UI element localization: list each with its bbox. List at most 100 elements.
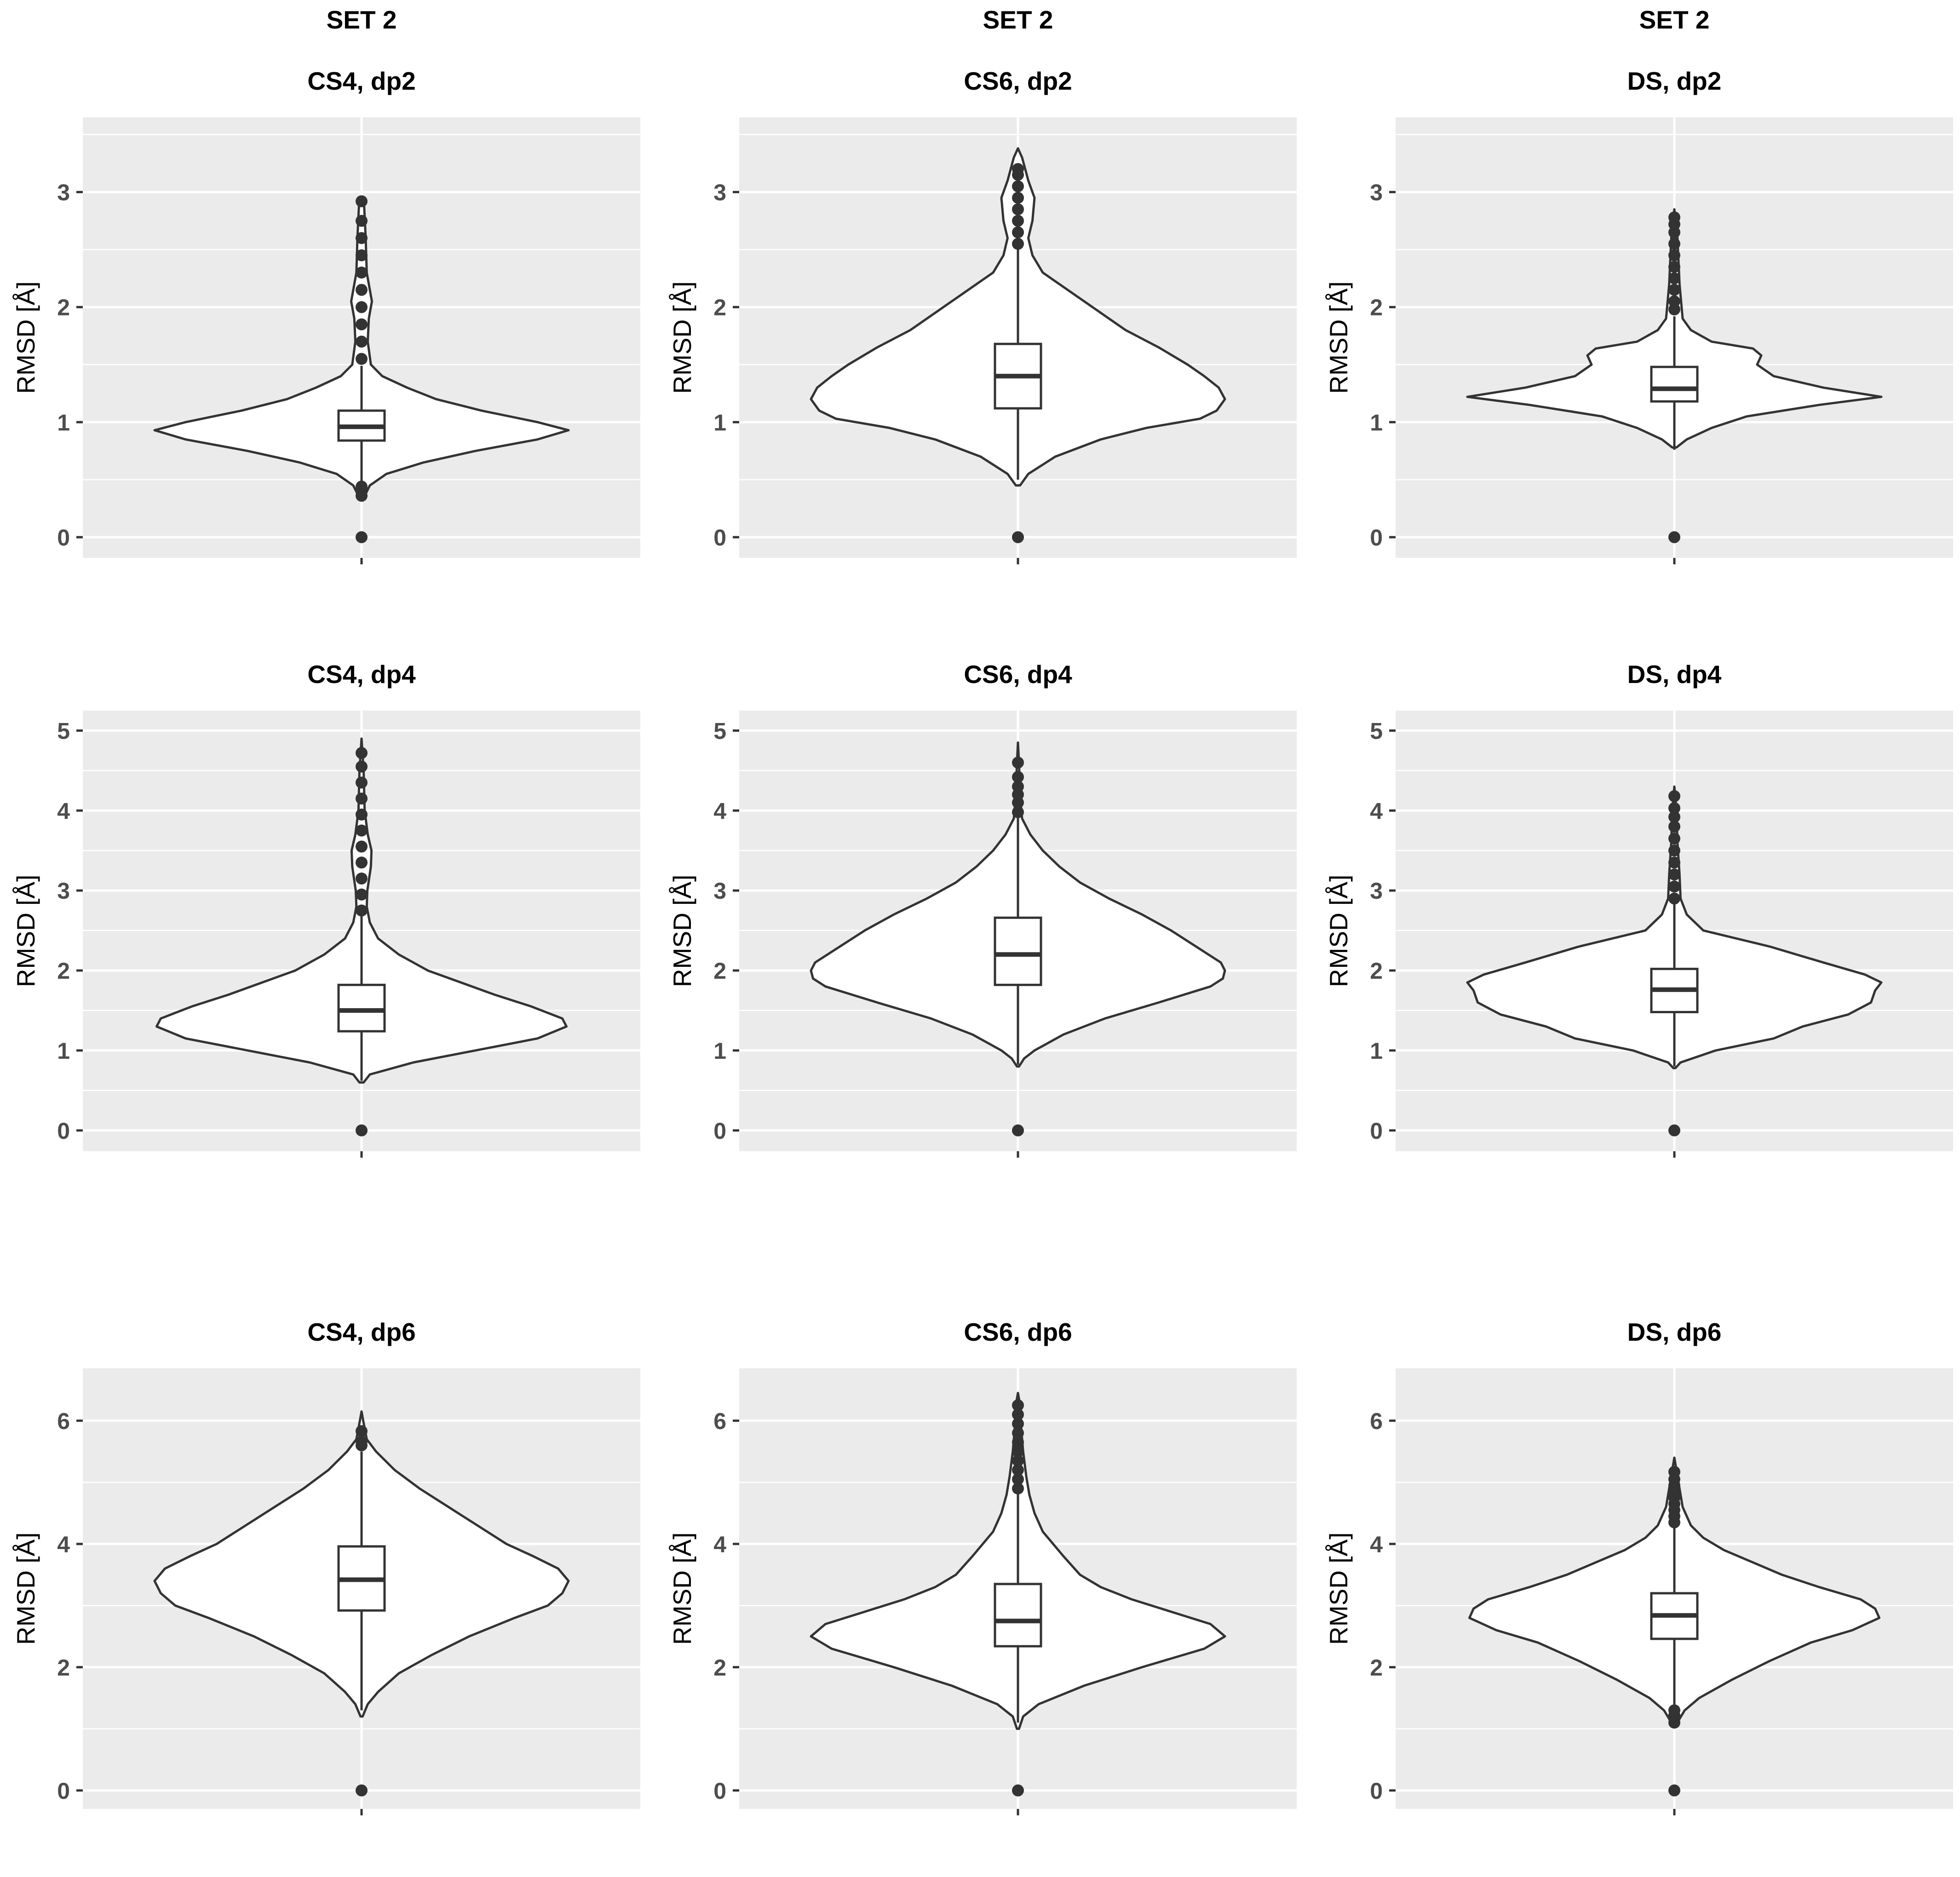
panel-title: DS, dp6	[1627, 1318, 1722, 1346]
outlier-point	[356, 809, 368, 821]
y-tick-label: 1	[1370, 410, 1383, 436]
y-tick-label: 4	[713, 798, 726, 824]
y-tick-label: 2	[713, 295, 726, 321]
outlier-point	[1668, 531, 1680, 543]
y-tick-label: 2	[1370, 1655, 1383, 1681]
y-tick-label: 4	[57, 1532, 70, 1557]
outlier-point	[356, 1124, 368, 1137]
y-tick-label: 0	[57, 1118, 70, 1144]
outlier-point	[356, 1784, 368, 1797]
outlier-point	[1012, 771, 1024, 783]
panel-title: CS4, dp2	[307, 67, 415, 95]
outlier-point	[356, 480, 368, 493]
y-tick-label: 0	[1370, 1778, 1383, 1804]
y-axis-label: RMSD [Å]	[11, 875, 40, 987]
panel-title: CS4, dp4	[307, 660, 416, 689]
violin-panel: 0 1 2 3 RMSD [Å] DS, dp2	[1324, 67, 1953, 564]
outlier-point	[1668, 284, 1680, 296]
iqr-box	[994, 1583, 1042, 1647]
y-tick-label: 0	[713, 1778, 726, 1804]
outlier-point	[356, 888, 368, 901]
outlier-point	[1012, 1399, 1024, 1412]
outlier-point	[356, 747, 368, 759]
y-tick-label: 6	[713, 1408, 726, 1434]
outlier-point	[1668, 790, 1680, 803]
outlier-point	[356, 904, 368, 917]
outlier-point	[1012, 1464, 1024, 1476]
outlier-point	[1668, 1124, 1680, 1137]
outlier-point	[356, 335, 368, 348]
y-tick-label: 6	[57, 1408, 70, 1434]
outlier-point	[1012, 757, 1024, 769]
column-header-2: SET 2	[983, 6, 1053, 34]
y-axis-label: RMSD [Å]	[11, 281, 40, 394]
y-tick-label: 4	[1370, 1532, 1383, 1557]
outlier-point	[1012, 806, 1024, 818]
panel-title: DS, dp2	[1627, 67, 1722, 95]
outlier-point	[1668, 856, 1680, 869]
panel-title: CS4, dp6	[307, 1318, 415, 1346]
y-tick-label: 2	[1370, 295, 1383, 321]
outlier-point	[356, 1425, 368, 1437]
outlier-point	[356, 856, 368, 869]
outlier-point	[1668, 821, 1680, 833]
outlier-point	[1668, 261, 1680, 273]
outlier-point	[1668, 1704, 1680, 1716]
outlier-point	[356, 531, 368, 543]
y-tick-label: 0	[1370, 1118, 1383, 1144]
y-axis-label: RMSD [Å]	[668, 1533, 696, 1645]
violin-panel: 0 1 2 3 RMSD [Å] CS6, dp2	[668, 67, 1297, 564]
outlier-point	[356, 195, 368, 207]
outlier-point	[1668, 1784, 1680, 1797]
y-tick-label: 5	[713, 718, 726, 744]
outlier-point	[356, 301, 368, 313]
column-header-1: SET 2	[327, 6, 397, 34]
outlier-point	[1012, 1784, 1024, 1797]
outlier-point	[1668, 295, 1680, 308]
y-tick-label: 4	[57, 798, 70, 824]
column-headers: SET 2 SET 2 SET 2	[327, 6, 1710, 34]
outlier-point	[1012, 1436, 1024, 1448]
y-tick-label: 1	[1370, 1038, 1383, 1064]
outlier-point	[356, 792, 368, 805]
y-tick-label: 1	[57, 410, 70, 436]
y-axis-label: RMSD [Å]	[11, 1533, 40, 1645]
column-header-3: SET 2	[1639, 6, 1710, 34]
outlier-point	[1668, 211, 1680, 224]
iqr-box	[1650, 366, 1699, 403]
outlier-point	[1012, 1454, 1024, 1467]
outlier-point	[356, 872, 368, 885]
outlier-point	[1012, 1418, 1024, 1430]
y-tick-label: 4	[1370, 798, 1383, 824]
y-axis-label: RMSD [Å]	[668, 875, 696, 987]
outlier-point	[356, 824, 368, 837]
y-tick-label: 0	[713, 1118, 726, 1144]
y-tick-label: 0	[1370, 525, 1383, 551]
violin-panel: 0 1 2 3 4 5 RMSD [Å] CS4, dp4	[11, 660, 640, 1158]
y-tick-label: 0	[57, 525, 70, 551]
y-tick-label: 2	[1370, 958, 1383, 984]
violin-panel: 0 1 2 3 4 5 RMSD [Å] CS6, dp4	[668, 660, 1297, 1158]
outlier-point	[1668, 832, 1680, 845]
y-axis-label: RMSD [Å]	[1324, 875, 1353, 987]
outlier-point	[1012, 226, 1024, 239]
y-tick-label: 1	[57, 1038, 70, 1064]
y-axis-label: RMSD [Å]	[668, 281, 696, 394]
y-tick-label: 3	[57, 180, 70, 206]
outlier-point	[1668, 844, 1680, 857]
outlier-point	[1012, 1445, 1024, 1458]
outlier-point	[356, 1435, 368, 1448]
violin-panel: 0 1 2 3 4 5 RMSD [Å] DS, dp4	[1324, 660, 1953, 1158]
outlier-point	[356, 776, 368, 789]
outlier-point	[356, 840, 368, 853]
outlier-point	[1012, 1473, 1024, 1486]
violin-panel: 0 1 2 3 RMSD [Å] CS4, dp2	[11, 67, 640, 564]
iqr-box	[994, 916, 1042, 986]
iqr-box	[337, 983, 386, 1033]
y-tick-label: 5	[57, 718, 70, 744]
panel-title: CS6, dp4	[964, 660, 1072, 689]
panel-title: CS6, dp6	[964, 1318, 1072, 1346]
outlier-point	[1012, 1427, 1024, 1439]
panel-title: DS, dp4	[1627, 660, 1722, 689]
violin-panels: 0 1 2 3 RMSD [Å] CS4, dp2 0 1 2 3 RMSD [Å] CS6, dp2…	[11, 67, 1953, 1815]
